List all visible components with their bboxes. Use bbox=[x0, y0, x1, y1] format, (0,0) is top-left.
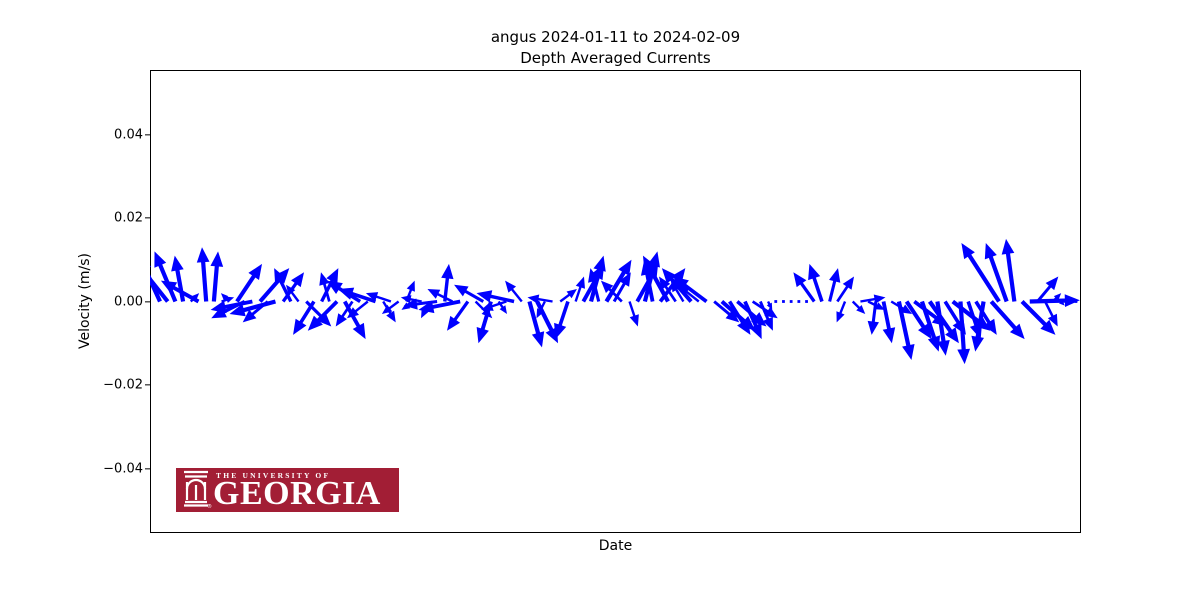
y-tick-mark bbox=[145, 300, 150, 303]
plot-area bbox=[150, 70, 1081, 533]
y-axis-label: Velocity (m/s) bbox=[77, 253, 93, 349]
y-tick-label: 0.02 bbox=[114, 210, 143, 226]
figure-title-line1: angus 2024-01-11 to 2024-02-09 bbox=[490, 28, 741, 46]
uga-arch-icon: ® bbox=[183, 469, 212, 511]
y-tick-mark bbox=[145, 384, 150, 386]
y-tick-label: 0.04 bbox=[114, 127, 143, 142]
uga-logo-line1: THE UNIVERSITY OF bbox=[216, 471, 331, 480]
y-tick-label: −0.02 bbox=[103, 377, 143, 393]
y-tick-mark bbox=[145, 217, 150, 219]
uga-logo-line2: GEORGIA bbox=[213, 475, 381, 510]
y-tick-label: 0.00 bbox=[114, 294, 143, 309]
figure-title: angus 2024-01-11 to 2024-02-09 Depth Ave… bbox=[150, 27, 1081, 69]
y-tick-mark bbox=[145, 467, 150, 470]
y-tick-mark bbox=[145, 133, 150, 136]
x-axis-label: Date bbox=[598, 538, 633, 554]
uga-logo-text: THE UNIVERSITY OF GEORGIA bbox=[213, 471, 381, 509]
uga-logo: ® THE UNIVERSITY OF GEORGIA bbox=[176, 468, 399, 512]
y-tick-label: −0.04 bbox=[103, 461, 143, 476]
uga-registered-mark: ® bbox=[207, 504, 212, 510]
figure-title-line2: Depth Averaged Currents bbox=[520, 49, 711, 67]
